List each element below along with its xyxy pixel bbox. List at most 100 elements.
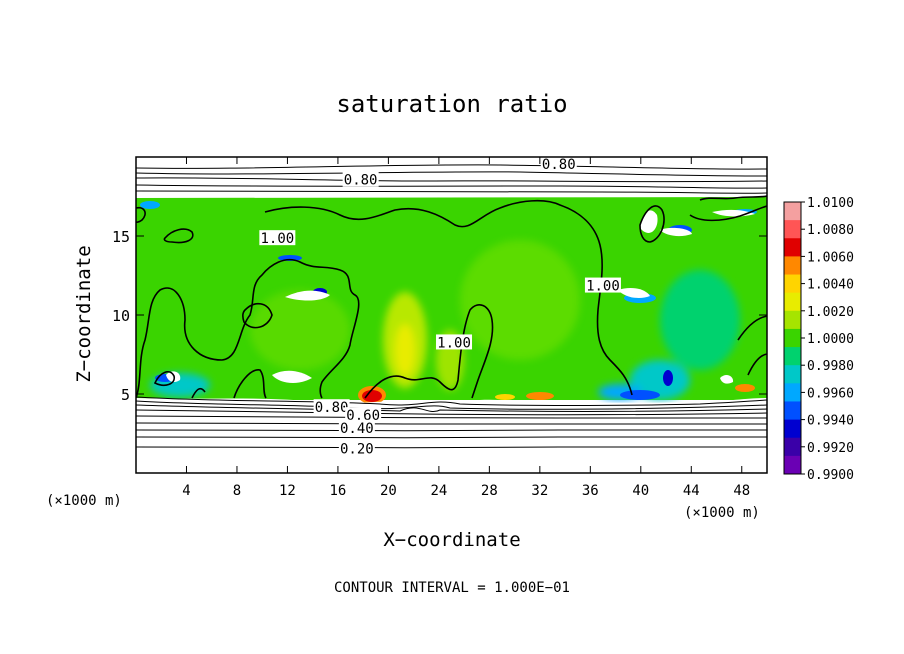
chart-title: saturation ratio (336, 90, 567, 118)
contour-label: 0.80 (344, 173, 378, 189)
y-tick-label: 10 (112, 307, 130, 325)
colorbar-swatch (784, 256, 801, 276)
hole (618, 288, 650, 298)
x-axis-label: X−coordinate (383, 529, 520, 551)
colorbar-swatch (784, 328, 801, 348)
colorbar-label: 0.9900 (807, 468, 854, 483)
colorbar-label: 1.0000 (807, 332, 854, 347)
colorbar-label: 0.9940 (807, 414, 854, 429)
colorbar-swatch (784, 274, 801, 294)
contour-line (136, 446, 767, 449)
x-tick-label: 40 (632, 483, 649, 499)
contour-line (136, 429, 767, 432)
colorbar-label: 0.9980 (807, 359, 854, 374)
y-axis-label: Z−coordinate (73, 245, 95, 382)
shade-patch (460, 240, 580, 360)
shade-patch (660, 270, 740, 370)
contour-line (136, 177, 767, 183)
x-tick-label: 44 (683, 483, 700, 499)
contour-line (136, 409, 767, 416)
contour-line (242, 302, 273, 329)
contour-line (153, 371, 175, 386)
colorbar-swatch (784, 455, 801, 475)
contour-line (136, 415, 767, 419)
colorbar-label: 1.0020 (807, 305, 854, 320)
hole (660, 227, 692, 237)
contour-label-bg (338, 419, 375, 435)
contour-line (136, 422, 767, 425)
lower-contour-lines (136, 396, 767, 449)
contour-line (136, 396, 767, 406)
colorbar-swatch (784, 419, 801, 439)
contour-line (191, 387, 206, 399)
warm-plume (358, 384, 755, 404)
contour-label: 0.40 (340, 421, 374, 437)
colorbar-swatch (784, 238, 801, 257)
x-tick-label: 28 (481, 483, 498, 499)
contour-label: 0.20 (340, 441, 374, 457)
colorbar-label: 0.9960 (807, 386, 854, 401)
hole (285, 290, 330, 301)
contour-line (136, 258, 360, 399)
contour-label-bg (338, 440, 375, 456)
contour-line (136, 400, 767, 410)
contour-line (264, 199, 633, 396)
contour-line (639, 205, 665, 243)
contour-label: 0.80 (542, 157, 576, 173)
x-unit-left: (×1000 m) (46, 493, 122, 509)
contour-interval-note: CONTOUR INTERVAL = 1.000E−01 (334, 580, 570, 596)
contour-label-bg (540, 157, 577, 171)
upper-contour-lines (136, 164, 767, 194)
contour-label: 1.00 (437, 335, 471, 351)
shade-patch (630, 360, 690, 400)
x-tick-label: 4 (182, 483, 190, 499)
contour-label-bg (259, 230, 296, 246)
x-tick-label: 12 (279, 483, 296, 499)
x-tick-label: 20 (380, 483, 397, 499)
contour-label-bg (584, 277, 621, 293)
lower-region (136, 398, 767, 473)
contour-label-layer: 0.800.801.001.001.000.800.600.400.20 (259, 157, 621, 457)
contour-line (233, 369, 267, 399)
shade-patch (250, 290, 350, 370)
contour-line (136, 190, 767, 194)
colorbar-swatch (784, 401, 801, 421)
contour-line (163, 228, 194, 244)
colorbar-label: 1.0060 (807, 250, 854, 265)
x-tick-label: 16 (329, 483, 346, 499)
x-tick-label: 36 (582, 483, 599, 499)
colorbar: 1.0100 1.0080 1.0060 1.0040 1.0020 1.0000 0.99… (783, 196, 854, 483)
contour-label-bg (313, 399, 350, 415)
colorbar-label: 0.9920 (807, 441, 854, 456)
hole (166, 371, 181, 383)
y-axis: 5 10 15 (112, 228, 767, 404)
contour-label: 1.00 (260, 231, 294, 247)
y-tick-label: 15 (112, 228, 130, 246)
contour-line (136, 164, 767, 170)
contour-label-bg (345, 407, 382, 423)
contour-line (136, 404, 767, 412)
field-contours (136, 195, 767, 399)
contour-line (136, 184, 767, 189)
y-tick-label: 5 (121, 386, 130, 404)
contour-label: 1.00 (586, 279, 620, 295)
x-axis: 4 8 12 16 20 24 28 32 36 40 44 48 (182, 157, 750, 499)
colorbar-label: 1.0100 (807, 196, 854, 211)
x-tick-label: 32 (531, 483, 548, 499)
colorbar-swatch (784, 347, 801, 366)
hole (720, 375, 734, 384)
colorbar-swatch (784, 220, 801, 239)
x-tick-label: 48 (733, 483, 750, 499)
colorbar-swatch (784, 437, 801, 457)
white-holes (166, 209, 755, 384)
contour-line (136, 436, 767, 439)
x-tick-label: 24 (430, 483, 447, 499)
colorbar-swatch (784, 383, 801, 402)
colorbar-label: 1.0080 (807, 223, 854, 238)
contour-label-bg (436, 334, 473, 350)
contour-label: 0.80 (315, 400, 349, 416)
colorbar-swatch (784, 202, 801, 221)
colorbar-swatch (784, 365, 801, 384)
colorbar-swatch (784, 292, 801, 312)
